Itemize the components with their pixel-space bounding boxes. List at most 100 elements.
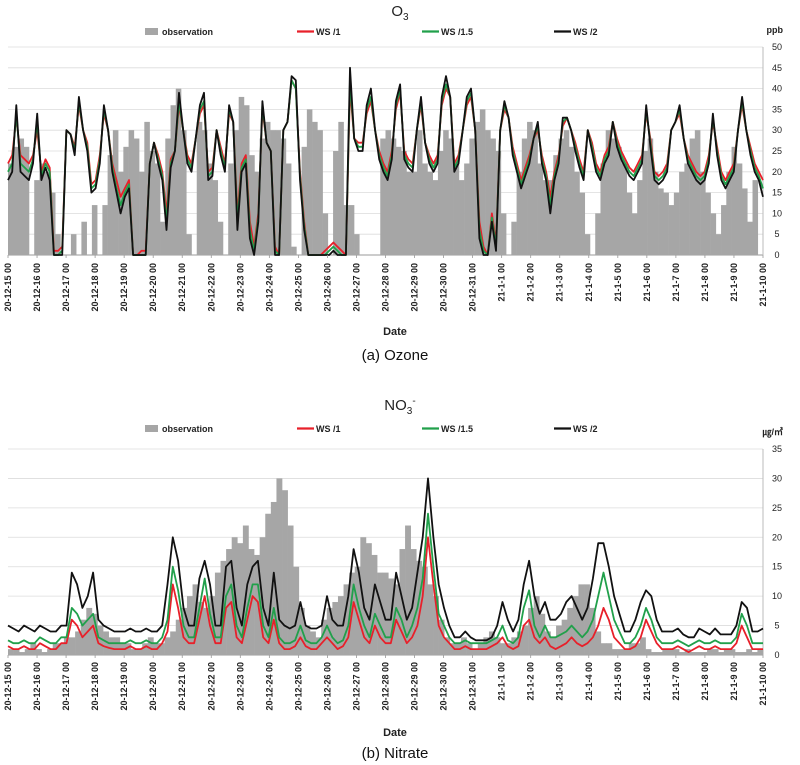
x-tick-label: 21-1-3 00 — [555, 662, 565, 701]
observation-bar — [623, 649, 630, 655]
observation-bar — [354, 566, 361, 655]
x-tick-label: 20-12-30 00 — [439, 263, 449, 312]
y-tick-label: 10 — [772, 591, 782, 601]
observation-bar — [142, 643, 149, 655]
observation-bar — [214, 572, 221, 655]
observation-bar — [684, 163, 690, 255]
observation-bar — [558, 138, 565, 255]
x-tick-label: 20-12-21 00 — [177, 662, 187, 711]
x-tick-label: 21-1-9 00 — [729, 662, 739, 701]
y-tick-label: 25 — [772, 146, 782, 156]
observation-bar — [159, 643, 165, 655]
observation-bar — [149, 151, 156, 255]
observation-bar — [521, 138, 528, 255]
x-tick-label: 21-1-5 00 — [613, 263, 623, 302]
observation-bar — [390, 138, 397, 255]
observation-bar — [406, 171, 413, 255]
x-tick-label: 21-1-1 00 — [497, 662, 507, 701]
x-tick-label: 20-12-29 00 — [410, 662, 420, 711]
observation-bar — [291, 246, 297, 255]
observation-bar — [47, 649, 54, 655]
observation-bar — [464, 163, 470, 255]
observation-bar — [532, 130, 538, 255]
y-unit-label: ㎍/㎥ — [762, 426, 783, 438]
series-line-ws-1 — [7, 536, 763, 653]
observation-bar — [97, 625, 104, 655]
legend-label: WS /2 — [573, 424, 598, 434]
observation-bar — [416, 560, 423, 655]
legend-label: WS /1 — [316, 424, 341, 434]
x-tick-label: 21-1-6 00 — [642, 263, 652, 302]
x-tick-label: 20-12-20 00 — [148, 662, 158, 711]
x-tick-label: 20-12-15 00 — [3, 662, 13, 711]
x-tick-label: 21-1-10 00 — [758, 263, 768, 307]
observation-bar — [637, 180, 643, 255]
observation-bar — [695, 652, 702, 655]
observation-bar — [485, 130, 491, 255]
observation-bar — [667, 649, 674, 655]
observation-bar — [75, 631, 82, 655]
observation-bar — [81, 221, 87, 255]
observation-bar — [617, 649, 624, 655]
observation-bar — [679, 652, 686, 655]
figure-caption: (a) Ozone — [362, 347, 429, 364]
observation-bar — [427, 171, 433, 255]
x-tick-label: 21-1-4 00 — [584, 263, 594, 302]
observation-bar — [600, 163, 607, 255]
observation-bar — [144, 121, 150, 255]
observation-bar — [254, 171, 260, 255]
x-tick-label: 20-12-31 00 — [468, 263, 478, 312]
observation-bar — [718, 652, 725, 655]
observation-bar — [228, 163, 234, 255]
observation-bar — [528, 607, 535, 655]
chart-2: 0 5 10 15 20 25 30 35 ㎍/㎥ NO3- 20-12-15 00 20-12-16… — [3, 396, 783, 762]
observation-bar — [147, 637, 154, 655]
x-tick-label: 20-12-28 00 — [381, 263, 391, 312]
observation-bar — [443, 130, 449, 255]
x-axis-title: Date — [383, 326, 407, 338]
observation-bar — [133, 138, 140, 255]
observation-bar — [58, 643, 65, 655]
observation-bar — [181, 607, 188, 655]
observation-bar — [658, 188, 664, 255]
x-tick-label: 21-1-4 00 — [584, 662, 594, 701]
observation-bar — [333, 151, 339, 255]
y-tick-label: 50 — [772, 42, 782, 52]
observation-bar — [70, 234, 77, 255]
observation-bar — [170, 631, 177, 655]
observation-bar — [639, 637, 646, 655]
x-tick-label: 20-12-27 00 — [351, 263, 361, 312]
observation-bar — [626, 192, 633, 255]
y-tick-label: 35 — [772, 104, 782, 114]
observation-bar — [567, 607, 574, 655]
x-tick-label: 21-1-2 00 — [526, 263, 536, 302]
y-tick-label: 20 — [772, 532, 782, 542]
observation-bar — [203, 607, 210, 655]
x-tick-label: 20-12-27 00 — [351, 662, 361, 711]
observation-bar — [668, 205, 675, 255]
observation-bar — [746, 649, 753, 655]
observation-bar — [561, 619, 568, 655]
observation-bar — [8, 163, 14, 255]
observation-bar — [673, 192, 680, 255]
y-tick-label: 45 — [772, 63, 782, 73]
observation-bar — [752, 180, 759, 255]
x-tick-label: 20-12-18 00 — [90, 662, 100, 711]
x-tick-label: 20-12-22 00 — [206, 263, 216, 312]
observation-bar — [511, 637, 518, 655]
x-tick-label: 21-1-6 00 — [642, 662, 652, 701]
y-tick-label: 25 — [772, 503, 782, 513]
observation-bar — [422, 163, 428, 255]
observation-bar — [139, 171, 145, 255]
observation-bar — [731, 146, 738, 255]
x-tick-label: 21-1-2 00 — [526, 662, 536, 701]
observation-bar — [332, 602, 339, 655]
observation-bar — [751, 652, 758, 655]
x-tick-label: 20-12-26 00 — [322, 662, 332, 711]
x-tick-label: 20-12-28 00 — [381, 662, 391, 711]
observation-bar — [610, 138, 617, 255]
observation-bar — [35, 649, 42, 655]
observation-bar — [237, 543, 244, 655]
observation-bar — [453, 163, 460, 255]
observation-bar — [276, 478, 283, 655]
